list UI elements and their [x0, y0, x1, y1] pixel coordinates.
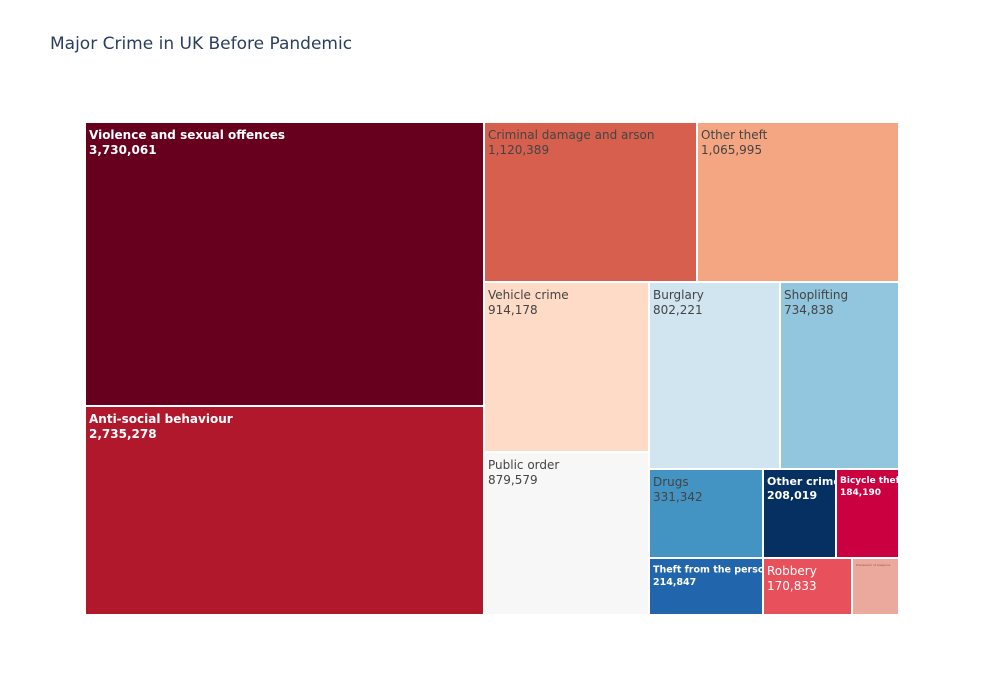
tile-value: 208,019: [767, 489, 817, 502]
tile-rect[interactable]: [86, 407, 483, 614]
tile-label: Public order: [488, 458, 559, 472]
tile-label: Vehicle crime: [488, 288, 569, 302]
tile-value: 1,120,389: [488, 143, 549, 157]
tile-label: Burglary: [653, 288, 704, 302]
tile-value: 2,735,278: [89, 427, 157, 441]
tile-rect[interactable]: [837, 470, 898, 557]
tile-label: Drugs: [653, 475, 689, 489]
tile-label: Robbery: [767, 564, 817, 578]
tile-rect[interactable]: [650, 283, 779, 468]
tile-rect[interactable]: [485, 283, 648, 451]
tile-label: Possession of weapons: [856, 563, 891, 567]
tile-rect[interactable]: [650, 470, 762, 557]
tile-rect[interactable]: [86, 123, 483, 405]
tile-value: 3,730,061: [89, 143, 157, 157]
tile-label: Violence and sexual offences: [89, 128, 285, 142]
tile-value: 331,342: [653, 490, 703, 504]
tile-rect[interactable]: [853, 559, 898, 614]
tile-bicycle-theft[interactable]: Bicycle theft 184,190: [837, 470, 905, 557]
tile-rect[interactable]: [485, 123, 696, 281]
tile-value: 1,065,995: [701, 143, 762, 157]
tile-label: Criminal damage and arson: [488, 128, 654, 142]
tile-rect[interactable]: [764, 470, 835, 557]
tile-label: Anti-social behaviour: [89, 412, 233, 426]
tile-label: Shoplifting: [784, 288, 848, 302]
tile-rect[interactable]: [485, 453, 648, 614]
chart-title: Major Crime in UK Before Pandemic: [50, 34, 353, 54]
tile-rect[interactable]: [781, 283, 898, 468]
tile-possession-of-weapons[interactable]: Possession of weapons: [853, 559, 898, 614]
tile-label: Other crime: [767, 475, 841, 488]
tile-value: 734,838: [784, 303, 834, 317]
tile-value: 802,221: [653, 303, 703, 317]
tile-value: 879,579: [488, 473, 538, 487]
tile-value: 214,847: [653, 577, 696, 588]
tile-label: Other theft: [701, 128, 768, 142]
tile-label: Theft from the person: [653, 565, 771, 576]
tile-value: 170,833: [767, 579, 817, 593]
tile-rect[interactable]: [650, 559, 762, 614]
tile-value: 914,178: [488, 303, 538, 317]
tile-rect[interactable]: [698, 123, 898, 281]
tile-value: 184,190: [840, 488, 881, 498]
tile-rect[interactable]: [764, 559, 851, 614]
tile-label: Bicycle theft: [840, 476, 905, 486]
